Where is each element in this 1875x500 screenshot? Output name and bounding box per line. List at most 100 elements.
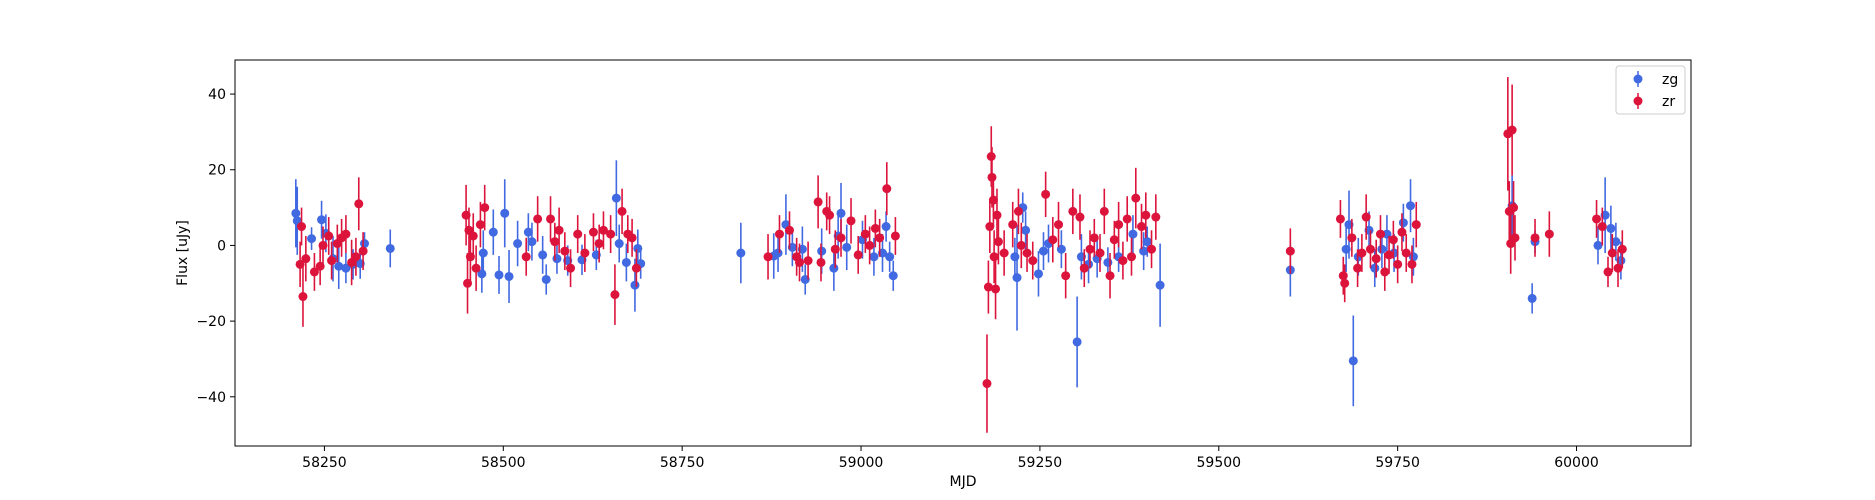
data-point-zr: [1347, 233, 1357, 243]
x-tick-label: 58500: [481, 455, 526, 471]
data-point-zr: [471, 263, 481, 273]
data-point-zr: [318, 240, 328, 250]
data-point-zg: [307, 234, 317, 244]
data-point-zr: [598, 225, 608, 235]
data-point-zr: [1008, 220, 1018, 230]
data-point-zr: [1041, 189, 1051, 199]
x-axis-label: MJD: [950, 474, 977, 490]
data-point-zr: [830, 244, 840, 254]
data-point-zr: [475, 220, 485, 230]
data-point-zr: [1118, 256, 1128, 266]
data-point-zr: [1137, 222, 1147, 232]
legend-label-zr: zr: [1662, 94, 1675, 110]
data-point-zr: [803, 256, 813, 266]
data-point-zg: [552, 254, 562, 264]
data-point-zr: [1131, 193, 1141, 203]
data-point-zr: [560, 246, 570, 256]
legend-entry-zr: zr: [1633, 93, 1675, 110]
data-point-zg: [630, 280, 640, 290]
data-point-zr: [1365, 244, 1375, 254]
data-point-zr: [1530, 233, 1540, 243]
data-point-zr: [890, 231, 900, 241]
data-point-zg: [1010, 252, 1020, 262]
data-point-zr: [546, 214, 556, 224]
data-point-zr: [870, 223, 880, 233]
data-point-zg: [538, 250, 548, 260]
data-point-zr: [1285, 246, 1295, 256]
data-point-zr: [1085, 244, 1095, 254]
data-point-zr: [1411, 220, 1421, 230]
data-point-zr: [1126, 252, 1136, 262]
y-axis-label: Flux [uJy]: [175, 220, 191, 286]
data-point-zr: [1371, 254, 1381, 264]
x-axis: 58250 58500 58750 59000 59250 59500 59750 60000: [302, 446, 1599, 471]
data-point-zg: [523, 227, 533, 237]
data-point-zr: [1507, 125, 1517, 135]
x-tick-label: 59500: [1197, 455, 1242, 471]
data-point-zr: [1544, 229, 1554, 239]
data-point-zr: [987, 172, 997, 182]
data-point-zr: [298, 292, 308, 302]
data-point-zg: [888, 271, 898, 281]
data-point-zg: [1527, 293, 1537, 303]
legend-box: [1615, 65, 1686, 115]
data-point-zr: [1592, 214, 1602, 224]
data-point-zg: [1398, 218, 1408, 228]
data-point-zg: [1593, 240, 1603, 250]
data-point-zr: [865, 240, 875, 250]
data-point-zr: [1147, 244, 1157, 254]
data-point-zg: [341, 263, 351, 273]
data-point-zr: [784, 225, 794, 235]
data-point-zr: [297, 222, 307, 232]
data-point-zr: [774, 229, 784, 239]
data-point-zr: [999, 248, 1009, 258]
data-point-zg: [614, 239, 624, 249]
data-point-zr: [1407, 259, 1417, 269]
data-point-zr: [533, 214, 543, 224]
x-tick-label: 58750: [660, 455, 705, 471]
data-point-zg: [1033, 269, 1043, 279]
data-point-zr: [594, 239, 604, 249]
data-point-zg: [773, 248, 783, 258]
data-point-zg: [385, 243, 395, 253]
data-point-zr: [480, 203, 490, 213]
data-point-zr: [1022, 248, 1032, 258]
data-point-zr: [1095, 248, 1105, 258]
data-point-zr: [627, 233, 637, 243]
data-point-zr: [1122, 214, 1132, 224]
data-point-zg: [881, 222, 891, 232]
data-point-zr: [1393, 259, 1403, 269]
data-point-zr: [825, 210, 835, 220]
y-tick-label: 0: [217, 238, 226, 254]
data-point-zr: [1099, 206, 1109, 216]
data-point-zr: [1061, 271, 1071, 281]
data-point-zr: [1105, 271, 1115, 281]
data-point-zr: [1048, 235, 1058, 245]
legend: zg zr: [1615, 65, 1686, 115]
data-point-zg: [611, 193, 621, 203]
data-point-zg: [885, 252, 895, 262]
data-point-zg: [360, 239, 370, 249]
data-point-zr: [588, 227, 598, 237]
data-point-zr: [1603, 267, 1613, 277]
data-point-zg: [494, 270, 504, 280]
data-point-zr: [1079, 263, 1089, 273]
x-tick-label: 58250: [302, 455, 347, 471]
data-point-zg: [513, 239, 523, 249]
data-point-zr: [853, 250, 863, 260]
data-point-zg: [1611, 237, 1621, 247]
data-point-zg: [1128, 229, 1138, 239]
series-zr: [295, 77, 1627, 433]
legend-entry-zg: zg: [1633, 71, 1678, 88]
data-point-zg: [504, 271, 514, 281]
data-point-zg: [1072, 337, 1082, 347]
data-point-zr: [301, 254, 311, 264]
data-point-zr: [573, 229, 583, 239]
data-point-zg: [1406, 201, 1416, 211]
x-tick-label: 59000: [839, 455, 884, 471]
data-point-zr: [1054, 220, 1064, 230]
data-point-zg: [1142, 237, 1152, 247]
data-point-zg: [527, 237, 537, 247]
data-point-zr: [1109, 235, 1119, 245]
data-point-zr: [816, 257, 826, 267]
